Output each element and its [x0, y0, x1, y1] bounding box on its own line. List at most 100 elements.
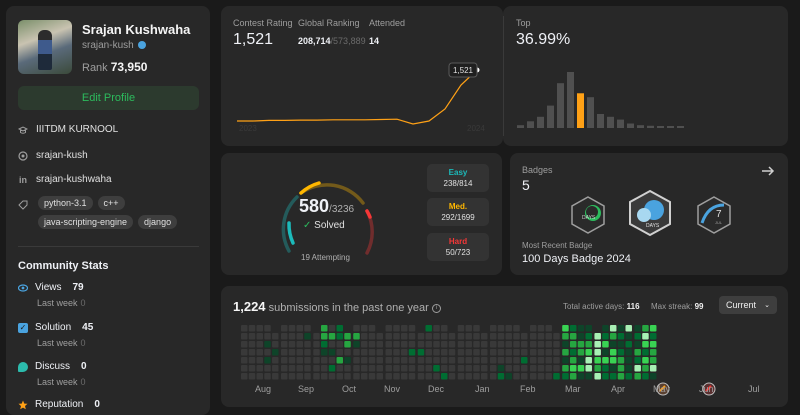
- heatmap-cell: [313, 333, 320, 340]
- heatmap-cell: [617, 373, 625, 380]
- heatmap-cell: [585, 325, 592, 332]
- heatmap-cell: [625, 325, 632, 332]
- heatmap-cell: [328, 349, 336, 356]
- heatmap-cell: [281, 333, 288, 340]
- month-label: Aug: [255, 384, 272, 394]
- heatmap-cell: [401, 333, 408, 340]
- heatmap-cell: [321, 357, 328, 364]
- heatmap-cell: [256, 341, 264, 348]
- skill-tag[interactable]: java-scripting-engine: [38, 215, 134, 229]
- top-histogram[interactable]: [517, 66, 779, 130]
- heatmap-cell: [505, 341, 512, 348]
- heatmap-cell: [281, 349, 288, 356]
- heatmap-cell: [288, 349, 296, 356]
- medium-box[interactable]: Med. 292/1699: [427, 198, 489, 226]
- heatmap-cell: [609, 349, 617, 356]
- heatmap-cell: [617, 349, 625, 356]
- svg-text:7: 7: [716, 209, 722, 220]
- skill-tag[interactable]: python-3.1: [38, 196, 93, 210]
- heatmap-cell: [602, 365, 609, 372]
- heatmap-cell: [617, 357, 625, 364]
- badge-jul-icon[interactable]: 7 JUL: [694, 195, 734, 235]
- heatmap-cell: [602, 373, 609, 380]
- heatmap-cell: [385, 341, 392, 348]
- heatmap-cell: [553, 357, 560, 364]
- attended-label: Attended: [369, 18, 406, 28]
- svg-text:DAYS: DAYS: [582, 215, 596, 221]
- card-separator: [503, 16, 504, 136]
- recent-badge-label: Most Recent Badge: [522, 241, 593, 250]
- top-histogram-bar: [627, 123, 634, 128]
- heatmap-cell: [288, 373, 296, 380]
- easy-box[interactable]: Easy 238/814: [427, 164, 489, 192]
- heatmap-cell: [401, 325, 408, 332]
- linkedin-row[interactable]: in srajan-kushwaha: [19, 174, 112, 185]
- heatmap-cell: [609, 341, 617, 348]
- heatmap-cell: [296, 357, 304, 364]
- heatmap-cell: [281, 341, 288, 348]
- heatmap-cell: [408, 357, 416, 364]
- badge-100days-icon[interactable]: DAYS: [568, 195, 608, 235]
- month-label: Nov: [384, 384, 401, 394]
- heatmap-cell: [625, 365, 632, 372]
- heatmap-cell: [296, 325, 304, 332]
- heatmap-cell: [521, 341, 528, 348]
- profile-rank: Rank 73,950: [82, 60, 148, 74]
- heatmap-cell: [361, 357, 368, 364]
- heatmap-cell: [465, 333, 472, 340]
- solved-ring[interactable]: [271, 173, 383, 273]
- arrow-right-icon[interactable]: [761, 164, 775, 178]
- heatmap-cell: [256, 333, 264, 340]
- heatmap-cell: [264, 373, 271, 380]
- heatmap-cell: [489, 333, 497, 340]
- heatmap-cell: [569, 373, 577, 380]
- stat-reputation: Reputation 0: [18, 399, 100, 410]
- heatmap-cell: [401, 341, 408, 348]
- heatmap-cell: [497, 349, 505, 356]
- heatmap-cell: [569, 325, 577, 332]
- heatmap-cell: [361, 349, 368, 356]
- heatmap-cell: [457, 357, 465, 364]
- heatmap-cell: [585, 349, 592, 356]
- year-dropdown[interactable]: Current ⌄: [719, 296, 777, 314]
- heatmap-cell: [248, 333, 256, 340]
- submission-heatmap[interactable]: [233, 324, 781, 384]
- heatmap-cell: [505, 373, 512, 380]
- jun-badge-icon[interactable]: [702, 382, 716, 396]
- heatmap-cell: [569, 349, 577, 356]
- heatmap-cell: [408, 365, 416, 372]
- skill-tags: python-3.1 c++ java-scripting-engine dja…: [38, 196, 198, 229]
- heatmap-cell: [336, 357, 344, 364]
- skill-tag[interactable]: c++: [97, 196, 125, 210]
- edit-profile-button[interactable]: Edit Profile: [18, 86, 199, 110]
- heatmap-cell: [296, 365, 304, 372]
- heatmap-cell: [642, 333, 649, 340]
- skill-tag[interactable]: django: [138, 215, 178, 229]
- rating-chart[interactable]: 1,521 2023 2024: [233, 61, 495, 136]
- may-badge-icon[interactable]: [656, 382, 670, 396]
- github-row[interactable]: srajan-kush: [18, 150, 88, 161]
- heatmap-cell: [433, 333, 440, 340]
- avatar[interactable]: [18, 20, 72, 74]
- heatmap-cell: [577, 365, 585, 372]
- heatmap-cell: [241, 325, 248, 332]
- heatmap-cell: [248, 325, 256, 332]
- heatmap-cell: [401, 357, 408, 364]
- heatmap-cell: [401, 349, 408, 356]
- heatmap-cell: [313, 341, 320, 348]
- heatmap-cell: [481, 349, 488, 356]
- badges-label: Badges: [522, 165, 553, 175]
- top-label: Top: [516, 18, 531, 28]
- heatmap-cell: [376, 333, 384, 340]
- badge-recent-icon[interactable]: DAYS: [626, 189, 674, 237]
- heatmap-cell: [489, 365, 497, 372]
- heatmap-cell: [304, 325, 311, 332]
- heatmap-cell: [617, 341, 625, 348]
- heatmap-cell: [457, 325, 465, 332]
- heatmap-cell: [602, 341, 609, 348]
- heatmap-cell: [649, 373, 657, 380]
- heatmap-cell: [281, 373, 288, 380]
- heatmap-cell: [594, 365, 601, 372]
- rating-line: [237, 69, 478, 125]
- hard-box[interactable]: Hard 50/723: [427, 233, 489, 261]
